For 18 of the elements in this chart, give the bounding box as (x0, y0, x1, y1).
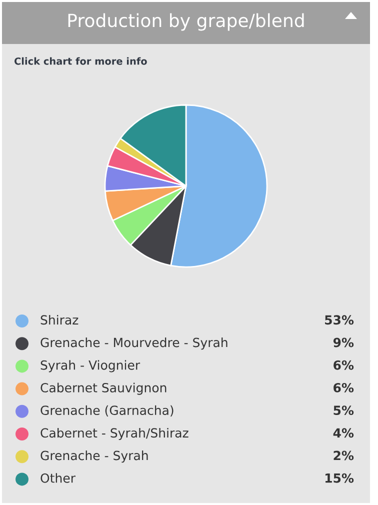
data-label: 5% (334, 406, 354, 416)
data-label: 6% (334, 360, 354, 370)
data-label: 6% (334, 382, 354, 392)
legend-label: Cabernet - Syrah/Shiraz (40, 428, 188, 440)
legend-label: Shiraz (40, 314, 78, 325)
data-label: 2% (334, 450, 354, 460)
data-label: 9% (333, 338, 354, 348)
data-label: 4% (333, 428, 354, 438)
legend-label: Grenache (Garnacha) (40, 405, 174, 416)
data-label: 53% (325, 315, 354, 325)
legend-label: Cabernet Sauvignon (40, 382, 166, 395)
legend-label: Other (40, 473, 76, 483)
chart-title: Production by grape/blend (68, 13, 304, 31)
legend-label: Grenache - Syrah (40, 450, 148, 463)
chart-subtitle: Click chart for more info (14, 57, 147, 65)
legend-label: Grenache - Mourvedre - Syrah (40, 338, 228, 350)
data-label: 15% (325, 473, 354, 483)
legend-label: Syrah - Viognier (40, 360, 140, 372)
